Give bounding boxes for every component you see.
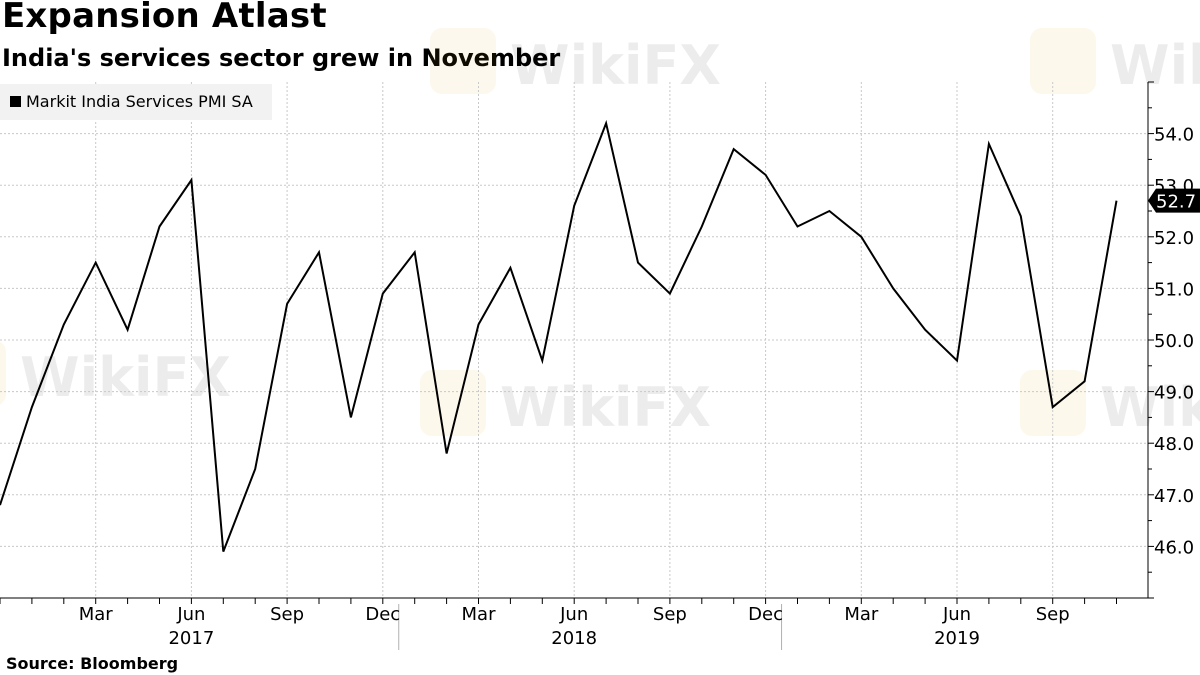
y-tick-label: 54.0: [1154, 125, 1194, 146]
y-tick-label: 48.0: [1154, 434, 1194, 455]
x-tick-label: Mar: [462, 604, 497, 625]
last-value-label: 52.7: [1156, 192, 1196, 213]
watermark-2: WikiFX: [0, 341, 231, 409]
x-tick-label: Dec: [748, 604, 783, 625]
x-tick-label: Sep: [270, 604, 304, 625]
x-tick-label: Jun: [942, 604, 971, 625]
legend-swatch: [10, 96, 21, 107]
x-tick-label: Mar: [844, 604, 879, 625]
x-tick-label: Jun: [559, 604, 588, 625]
y-tick-label: 52.0: [1154, 228, 1194, 249]
y-tick-label: 46.0: [1154, 537, 1194, 558]
chart-title: Expansion Atlast: [2, 0, 327, 36]
series-layer: 52.7: [0, 119, 1200, 552]
series-line: [0, 119, 1118, 552]
source-note: Source: Bloomberg: [6, 654, 179, 673]
grid-lines: [0, 82, 1148, 598]
watermark-text: WikiFX: [510, 34, 721, 97]
watermark-text: WikiFX: [20, 346, 231, 409]
y-tick-label: 49.0: [1154, 383, 1194, 404]
axes: [0, 81, 1154, 650]
last-value-flag: [1148, 188, 1200, 213]
x-tick-label: Dec: [365, 604, 400, 625]
watermark-3: WikiFX: [420, 370, 711, 439]
watermark-0: WikiFX: [430, 28, 721, 97]
x-year-label: 2019: [934, 628, 980, 649]
y-tick-label: 51.0: [1154, 279, 1194, 300]
y-tick-label: 50.0: [1154, 331, 1194, 352]
y-tick-label: 53.0: [1154, 176, 1194, 197]
watermark-text: WikiFX: [1110, 34, 1200, 97]
legend-box: [0, 84, 272, 120]
watermark-logo-icon: [1030, 28, 1096, 94]
watermark-text: WikiFX: [1100, 376, 1200, 439]
legend: Markit India Services PMI SA: [0, 84, 272, 120]
x-year-label: 2018: [551, 628, 597, 649]
last-value-callout: 52.7: [1148, 188, 1200, 213]
x-year-label: 2017: [168, 628, 214, 649]
watermark-1: WikiFX: [1030, 28, 1200, 97]
watermark-logo-icon: [430, 28, 496, 94]
tick-labels: 46.0 47.0 48.0 49.0 50.0 51.0 52.0 53.0 54.0 Mar J…: [79, 125, 1194, 649]
x-tick-label: Mar: [79, 604, 114, 625]
watermarks: WikiFX WikiFX WikiFX WikiFX WikiFX: [0, 28, 1200, 439]
x-tick-label: Jun: [176, 604, 205, 625]
watermark-text: WikiFX: [500, 376, 711, 439]
chart-subtitle: India's services sector grew in November: [2, 44, 561, 72]
y-tick-label: 47.0: [1154, 486, 1194, 507]
watermark-logo-icon: [0, 341, 6, 405]
legend-label: Markit India Services PMI SA: [26, 92, 253, 111]
x-tick-label: Sep: [1036, 604, 1070, 625]
x-tick-label: Sep: [653, 604, 687, 625]
watermark-4: WikiFX: [1020, 370, 1200, 439]
